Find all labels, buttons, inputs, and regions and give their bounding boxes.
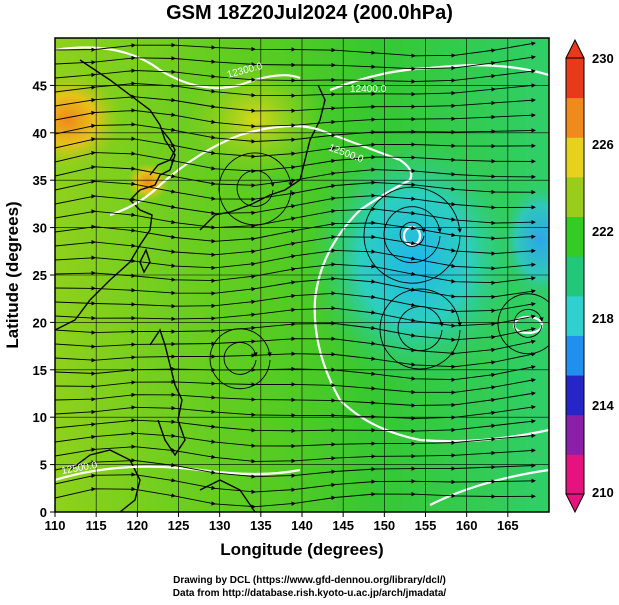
y-tick-label-0: 0 [40, 505, 47, 520]
streamline-1 [55, 55, 536, 72]
cool-anomaly-central [305, 130, 525, 390]
colorbar-segment-0 [566, 454, 584, 495]
credits-drawing: Drawing by DCL (https://www.gfd-dennou.o… [173, 575, 446, 586]
colorbar-segment-7 [566, 176, 584, 218]
x-tick-label-135: 135 [250, 518, 272, 533]
x-tick-label-120: 120 [126, 518, 148, 533]
x-tick-label-150: 150 [373, 518, 395, 533]
colorbar-tick-222: 222 [592, 224, 614, 239]
streamline-37 [218, 152, 293, 226]
colorbar-segment-9 [566, 97, 584, 138]
y-tick-label-5: 5 [40, 458, 47, 473]
colorbar-segment-5 [566, 256, 584, 297]
x-tick-label-155: 155 [415, 518, 437, 533]
colorbar-segment-10 [566, 58, 584, 99]
warm-anomaly-northwest [55, 70, 123, 170]
x-tick-label-110: 110 [45, 518, 66, 533]
streamline-32 [55, 486, 536, 509]
streamline-36 [236, 170, 275, 207]
colorbar-segments [566, 58, 584, 495]
streamline-40 [397, 306, 444, 351]
colorbar-tick-218: 218 [592, 311, 614, 326]
colorbar-segment-1 [566, 414, 584, 455]
x-tick-label-145: 145 [332, 518, 354, 533]
streamline-33 [399, 221, 426, 247]
x-tick-label-140: 140 [291, 518, 313, 533]
y-axis-ticks: 0 5 10 15 20 25 30 35 40 45 [33, 78, 55, 520]
colorbar-tick-230: 230 [592, 51, 614, 66]
y-tick-label-45: 45 [33, 78, 47, 93]
y-tick-label-35: 35 [33, 173, 47, 188]
x-tick-label-115: 115 [86, 518, 107, 533]
y-tick-label-20: 20 [33, 315, 47, 330]
colorbar-frame [565, 57, 585, 495]
streamline-39 [209, 328, 272, 390]
streamline-12 [55, 206, 536, 230]
y-tick-label-15: 15 [33, 363, 47, 378]
streamline-11 [55, 193, 536, 216]
colorbar-tick-210: 210 [592, 485, 614, 500]
streamline-27 [55, 418, 536, 434]
colorbar-segment-4 [566, 295, 584, 336]
colorbar-segment-8 [566, 137, 584, 178]
colorbar-bottom-triangle [565, 493, 585, 514]
wind-streamlines [55, 41, 549, 509]
colorbar-segment-2 [566, 375, 584, 416]
x-axis-label: Longitude (degrees) [220, 540, 383, 559]
streamline-42 [513, 308, 544, 338]
plot-area: 12300.0 12400.0 12500.0 12500.0 [55, 38, 549, 512]
streamline-43 [497, 293, 549, 355]
colorbar: 230 226 222 218 214 210 [565, 38, 614, 514]
streamline-25 [55, 391, 536, 408]
colorbar-top-triangle [565, 38, 585, 59]
y-tick-label-25: 25 [33, 268, 47, 283]
y-tick-label-10: 10 [33, 410, 47, 425]
y-axis-label: Latitude (degrees) [3, 201, 22, 348]
x-axis-ticks: 110 115 120 125 130 135 140 145 150 155 160 165 [45, 512, 519, 533]
y-tick-label-30: 30 [33, 221, 47, 236]
streamline-10 [55, 179, 536, 202]
colorbar-segment-3 [566, 335, 584, 376]
map-title: GSM 18Z20Jul2024 (200.0hPa) [166, 2, 453, 24]
x-tick-label-165: 165 [497, 518, 519, 533]
streamline-2 [55, 68, 536, 84]
credits-data: Data from http://database.rish.kyoto-u.a… [172, 588, 447, 599]
colorbar-tick-226: 226 [592, 137, 614, 152]
x-tick-label-125: 125 [168, 518, 190, 533]
x-tick-label-130: 130 [209, 518, 231, 533]
colorbar-segment-6 [566, 216, 584, 257]
x-tick-label-160: 160 [456, 518, 478, 533]
contour-label-2: 12400.0 [350, 84, 387, 95]
credits: Drawing by DCL (https://www.gfd-dennou.o… [0, 574, 619, 600]
colorbar-tick-214: 214 [592, 398, 614, 413]
y-tick-label-40: 40 [33, 126, 47, 141]
lat-lon-grid [55, 38, 549, 512]
streamline-41 [379, 288, 462, 370]
streamline-38 [223, 341, 258, 375]
